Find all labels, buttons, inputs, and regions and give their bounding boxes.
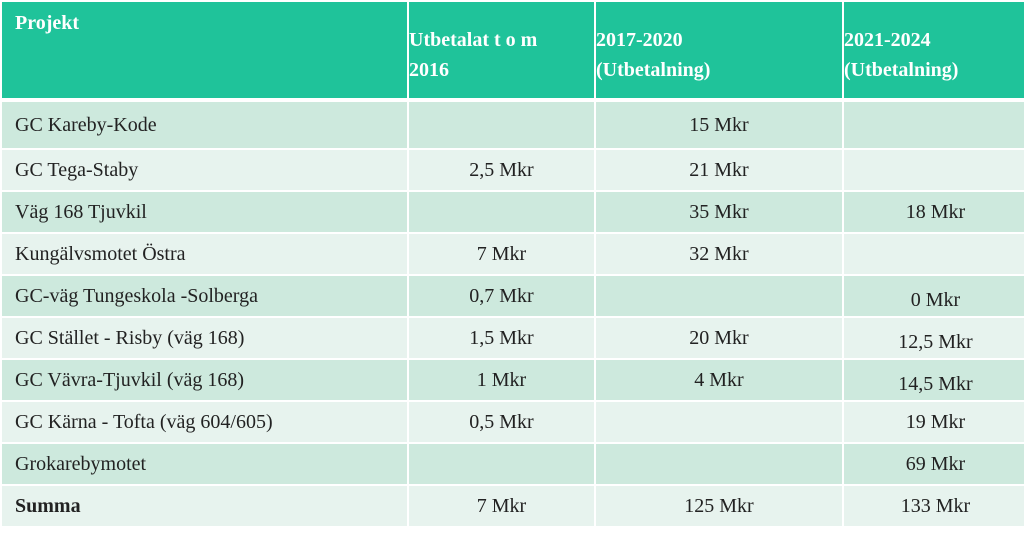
header-2017-2020: 2017-2020 (Utbetalning)	[596, 2, 842, 98]
header-text: 2017-2020	[596, 29, 683, 51]
header-utbetalat: Utbetalat t o m 2016	[409, 2, 594, 98]
cell-utbetalat	[409, 102, 594, 148]
header-projekt: Projekt	[2, 2, 407, 98]
header-text: Utbetalat t o m	[409, 29, 538, 51]
cell-2017-2020: 35 Mkr	[596, 192, 842, 232]
cell-projekt: Summa	[2, 486, 407, 526]
table-row-summa: Summa 7 Mkr 125 Mkr 133 Mkr	[2, 486, 1024, 526]
cell-2017-2020	[596, 402, 842, 442]
cell-2017-2020: 21 Mkr	[596, 150, 842, 190]
cell-projekt: GC Kärna - Tofta (väg 604/605)	[2, 402, 407, 442]
cell-projekt: Väg 168 Tjuvkil	[2, 192, 407, 232]
cell-2017-2020: 20 Mkr	[596, 318, 842, 358]
cell-projekt: GC-väg Tungeskola -Solberga	[2, 276, 407, 316]
table-row: GC Vävra-Tjuvkil (väg 168) 1 Mkr 4 Mkr 1…	[2, 360, 1024, 400]
cell-projekt: GC Tega-Staby	[2, 150, 407, 190]
cell-projekt: Grokarebymotet	[2, 444, 407, 484]
cell-2021-2024: 18 Mkr	[844, 192, 1024, 232]
cell-utbetalat: 1 Mkr	[409, 360, 594, 400]
cell-projekt: GC Stället - Risby (väg 168)	[2, 318, 407, 358]
table-row: GC Kärna - Tofta (väg 604/605) 0,5 Mkr 1…	[2, 402, 1024, 442]
cell-2021-2024: 133 Mkr	[844, 486, 1024, 526]
table-row: GC Stället - Risby (väg 168) 1,5 Mkr 20 …	[2, 318, 1024, 358]
cell-2021-2024	[844, 234, 1024, 274]
cell-projekt: Kungälvsmotet Östra	[2, 234, 407, 274]
header-text: (Utbetalning)	[844, 59, 959, 81]
cell-utbetalat: 7 Mkr	[409, 486, 594, 526]
cell-2017-2020: 15 Mkr	[596, 102, 842, 148]
cell-2021-2024: 69 Mkr	[844, 444, 1024, 484]
cell-utbetalat	[409, 192, 594, 232]
cell-utbetalat: 0,7 Mkr	[409, 276, 594, 316]
cell-2021-2024	[844, 150, 1024, 190]
cell-projekt: GC Vävra-Tjuvkil (väg 168)	[2, 360, 407, 400]
cell-2021-2024: 14,5 Mkr	[844, 360, 1024, 400]
cell-2021-2024	[844, 102, 1024, 148]
cell-2017-2020	[596, 444, 842, 484]
table-row: GC-väg Tungeskola -Solberga 0,7 Mkr 0 Mk…	[2, 276, 1024, 316]
cell-2017-2020	[596, 276, 842, 316]
header-text: (Utbetalning)	[596, 59, 711, 81]
header-2021-2024: 2021-2024 (Utbetalning)	[844, 2, 1024, 98]
cell-2021-2024: 19 Mkr	[844, 402, 1024, 442]
header-text: 2021-2024	[844, 29, 931, 51]
table-header-row: Projekt Utbetalat t o m 2016 2017-2020 (Ut…	[2, 2, 1024, 98]
table-row: Väg 168 Tjuvkil 35 Mkr 18 Mkr	[2, 192, 1024, 232]
table-row: GC Kareby-Kode 15 Mkr	[2, 102, 1024, 148]
cell-utbetalat: 2,5 Mkr	[409, 150, 594, 190]
table-row: GC Tega-Staby 2,5 Mkr 21 Mkr	[2, 150, 1024, 190]
cell-2017-2020: 32 Mkr	[596, 234, 842, 274]
cell-2021-2024: 0 Mkr	[844, 276, 1024, 316]
cell-2017-2020: 125 Mkr	[596, 486, 842, 526]
table-row: Grokarebymotet 69 Mkr	[2, 444, 1024, 484]
table-row: Kungälvsmotet Östra 7 Mkr 32 Mkr	[2, 234, 1024, 274]
cell-utbetalat: 0,5 Mkr	[409, 402, 594, 442]
cell-utbetalat: 7 Mkr	[409, 234, 594, 274]
header-text: 2016	[409, 59, 449, 81]
cell-2017-2020: 4 Mkr	[596, 360, 842, 400]
cell-utbetalat: 1,5 Mkr	[409, 318, 594, 358]
cell-projekt: GC Kareby-Kode	[2, 102, 407, 148]
cell-2021-2024: 12,5 Mkr	[844, 318, 1024, 358]
cell-utbetalat	[409, 444, 594, 484]
header-text: Projekt	[15, 12, 80, 34]
